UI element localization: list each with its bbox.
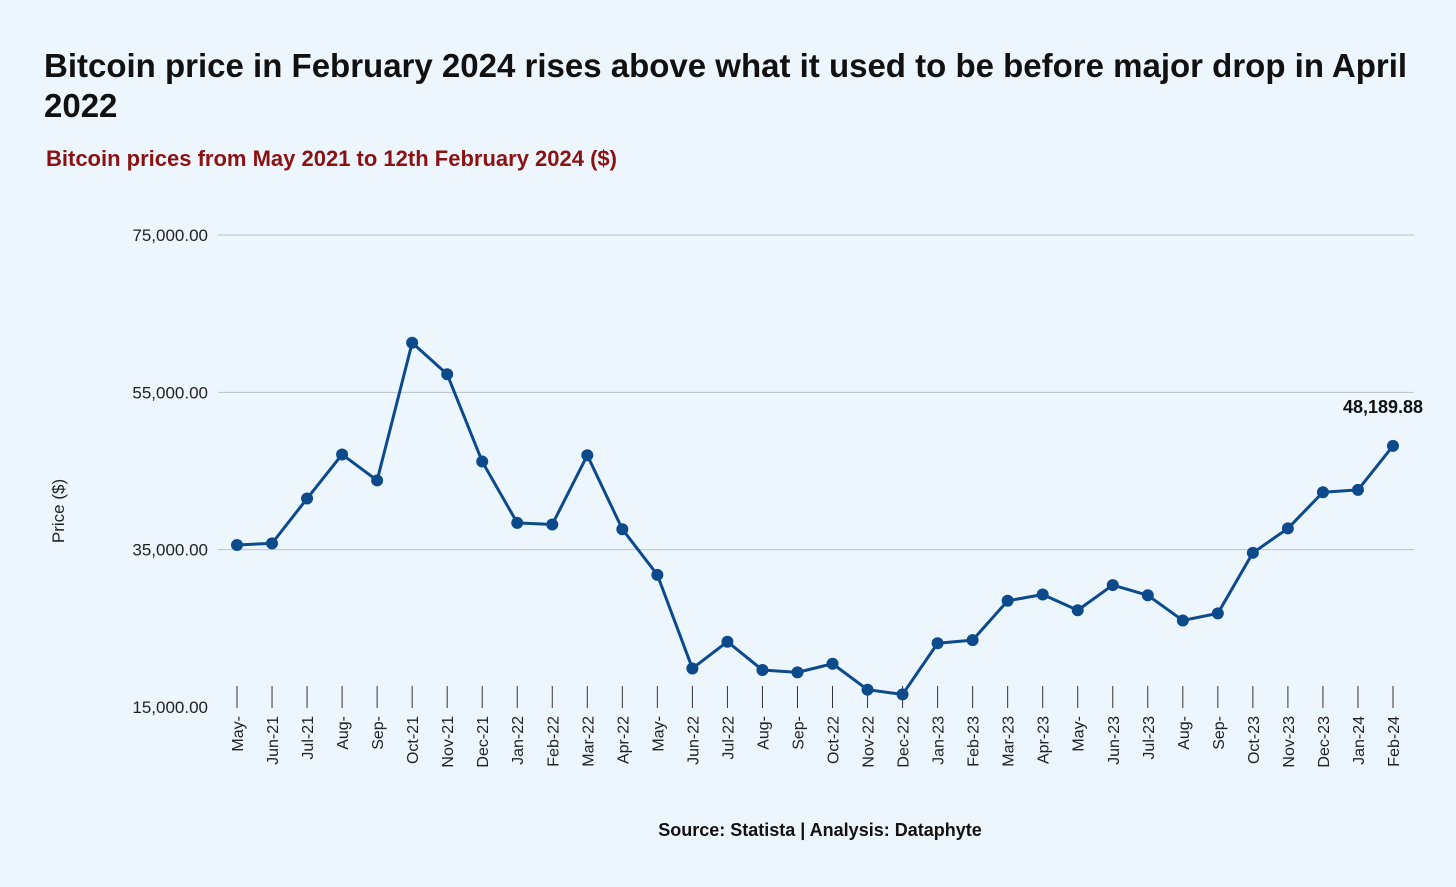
data-point [231,538,243,551]
x-tick-label: Jan-23 [931,716,948,765]
data-point [301,492,314,505]
data-point [1071,604,1084,617]
x-tick-label: Mar-23 [1001,716,1018,767]
chart-title: Bitcoin price in February 2024 rises abo… [44,47,1408,124]
x-tick-label: Sep- [790,716,807,750]
y-tick-label: 55,000.00 [132,383,208,402]
x-tick-label: Aug- [335,716,352,750]
y-tick-labels: 15,000.00 35,000.00 55,000.00 75,000.00 [132,226,208,717]
x-tick-label: Aug- [1176,716,1193,750]
x-tick-label: Nov-21 [440,716,457,768]
data-point [721,635,734,648]
x-tick-label: Oct-21 [405,716,422,764]
data-point [651,568,664,581]
y-tick-label: 35,000.00 [132,541,208,560]
x-tick-label: Jun-22 [685,716,702,765]
x-tick-label: Jun-21 [265,716,282,765]
x-tick-label: May- [230,716,247,752]
y-axis-label: Price ($) [49,479,68,543]
x-tick-label: Oct-22 [826,716,843,764]
data-point [896,688,909,701]
data-point [1316,486,1329,499]
x-tick-label: Jul-21 [300,716,317,760]
data-point [1001,594,1014,607]
data-point [826,657,839,670]
data-point [966,634,979,647]
x-tick-label: May- [650,716,667,752]
data-point [791,666,804,679]
series-line [231,336,1399,701]
data-point [861,683,874,696]
x-tick-label: Jul-22 [720,716,737,760]
x-axis: May- Jun-21 Jul-21 Aug- Sep- Oct-21 Nov-21 Dec-… [230,686,1403,768]
data-point [336,448,349,461]
data-point [756,664,769,677]
x-tick-label: Jan-22 [510,716,527,765]
data-point [1176,614,1189,627]
data-point [406,336,419,349]
data-point [476,455,489,468]
price-line [236,341,1395,696]
data-point [686,662,699,675]
x-tick-label: Dec-21 [475,716,492,768]
data-point [441,368,454,381]
data-point [616,523,629,536]
data-point [1106,579,1119,592]
data-point [1281,522,1294,535]
data-point [546,518,559,531]
x-tick-label: Dec-22 [896,716,913,768]
data-point [1036,588,1049,601]
x-tick-label: Apr-22 [615,716,632,764]
data-point [1351,483,1364,496]
x-tick-label: Jun-23 [1106,716,1123,765]
x-tick-label: Sep- [1211,716,1228,750]
x-tick-label: Feb-22 [545,716,562,767]
gridlines [218,234,1414,551]
x-tick-label: Jul-23 [1141,716,1158,760]
x-tick-label: Jan-24 [1351,716,1368,765]
x-tick-label: Nov-23 [1281,716,1298,768]
x-tick-label: Feb-23 [966,716,983,767]
chart-subtitle: Bitcoin prices from May 2021 to 12th Feb… [46,146,617,171]
x-tick-label: Feb-24 [1386,716,1403,767]
x-tick-label: Apr-23 [1036,716,1053,764]
x-tick-label: Nov-22 [861,716,878,768]
x-tick-label: Oct-23 [1246,716,1263,764]
x-tick-label: Sep- [370,716,387,750]
data-point [581,449,594,462]
x-tick-label: Mar-22 [580,716,597,767]
x-tick-label: May- [1071,716,1088,752]
source-note: Source: Statista | Analysis: Dataphyte [658,820,982,840]
data-point [931,637,944,650]
data-point [371,474,384,487]
x-tick-label: Aug- [755,716,772,750]
data-point [511,516,524,529]
data-point [1211,607,1224,620]
data-point [1246,546,1259,559]
data-point [1141,589,1154,602]
last-point-data-label: 48,189.88 [1343,397,1423,417]
data-point [266,537,279,550]
data-point [1386,439,1399,452]
x-tick-label: Dec-23 [1316,716,1333,768]
y-tick-label: 15,000.00 [132,698,208,717]
y-tick-label: 75,000.00 [132,226,208,245]
